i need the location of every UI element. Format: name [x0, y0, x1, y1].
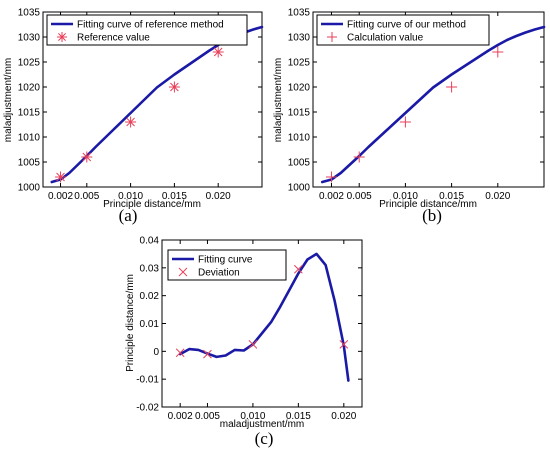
- x-tick-label: 0.005: [347, 191, 372, 202]
- x-tick-label: 0.005: [74, 191, 99, 202]
- legend-box: [46, 14, 248, 46]
- data-point-marker: [339, 340, 349, 349]
- data-point-marker: [492, 46, 504, 58]
- chart-panel-1: 0.002 0.005 0.010 0.015 0.020 1000 1005 1010 101…: [3, 8, 264, 225]
- fitting-curve-line: [178, 252, 350, 382]
- y-tick-label: 1030: [288, 33, 311, 44]
- x-tick-label: 0.002: [168, 411, 193, 422]
- legend: Fitting curve of our method Calculation v…: [316, 14, 490, 46]
- x-axis-label: Principle distance/mm: [379, 199, 477, 210]
- data-point-marker: [294, 264, 303, 274]
- panel-label: (c): [255, 429, 274, 448]
- y-tick-label: 1000: [288, 183, 311, 194]
- data-point-marker: [325, 171, 337, 183]
- data-point-marker: [203, 349, 212, 359]
- y-axis-label: Principle distance/mm: [125, 274, 136, 372]
- y-tick-label: 1000: [18, 183, 41, 194]
- y-tick-label: -0.01: [136, 375, 159, 386]
- y-tick-label: -0.02: [136, 403, 159, 414]
- data-point-marker: [353, 151, 365, 163]
- data-point-marker: [55, 171, 67, 183]
- y-tick-label: 1025: [288, 58, 311, 69]
- y-tick-label: 1020: [288, 83, 311, 94]
- legend-marker-swatch: [327, 32, 337, 42]
- chart-panel-2: 0.002 0.005 0.010 0.015 0.020 1000 1005 1010 101…: [273, 8, 546, 225]
- legend-box: [316, 14, 490, 46]
- y-axis-label: maladjustment/mm: [3, 58, 14, 142]
- legend-label: Fitting curve of reference method: [77, 20, 224, 31]
- y-tick-label: 1015: [18, 108, 41, 119]
- data-point-marker: [168, 81, 180, 93]
- x-tick-label: 0.020: [206, 191, 231, 202]
- legend-box: [167, 249, 287, 281]
- panel-label: (b): [422, 206, 442, 225]
- y-tick-label: 1030: [18, 33, 41, 44]
- data-point-marker: [81, 151, 93, 163]
- x-tick-label: 0.020: [485, 191, 510, 202]
- legend-label: Fitting curve: [198, 255, 253, 266]
- y-tick-label: 0.02: [140, 291, 160, 302]
- x-tick-label: 0.002: [48, 191, 73, 202]
- y-tick-label: 1005: [288, 158, 311, 169]
- y-tick-label: 0.04: [140, 236, 160, 247]
- data-point-marker: [175, 348, 185, 358]
- y-tick-label: 1015: [288, 108, 311, 119]
- y-tick-label: 1035: [288, 8, 311, 19]
- x-axis-label: Principle distance/mm: [103, 199, 201, 210]
- x-tick-label: 0.015: [439, 191, 464, 202]
- x-tick-label: 0.010: [118, 191, 143, 202]
- y-tick-label: 0.01: [140, 319, 160, 330]
- x-axis-label: maladjustment/mm: [220, 419, 304, 430]
- x-tick-label: 0.020: [331, 411, 356, 422]
- legend-marker-swatch: [57, 32, 67, 42]
- y-tick-label: 0.03: [140, 263, 160, 274]
- y-tick-label: 1020: [18, 83, 41, 94]
- data-point-marker: [248, 340, 258, 349]
- y-tick-label: 1035: [18, 8, 41, 19]
- chart-panel-3: 0.002 0.005 0.010 0.015 0.020 -0.02 -0.01 0 0.01…: [125, 236, 363, 448]
- x-tick-label: 0.015: [286, 411, 311, 422]
- y-tick-label: 1010: [18, 133, 41, 144]
- legend-label: Fitting curve of our method: [347, 20, 466, 31]
- data-point-marker: [446, 81, 458, 93]
- data-point-marker: [125, 116, 137, 128]
- panel-label: (a): [119, 206, 138, 225]
- x-tick-label: 0.010: [393, 191, 418, 202]
- x-tick-label: 0.015: [162, 191, 187, 202]
- y-tick-label: 1005: [18, 158, 41, 169]
- y-axis-label: maladjustment/mm: [273, 58, 284, 142]
- y-tick-label: 1010: [288, 133, 311, 144]
- legend: Fitting curve of reference method Referen…: [46, 14, 248, 46]
- x-tick-label: 0.010: [240, 411, 265, 422]
- y-tick-label: 0: [153, 347, 159, 358]
- x-tick-label: 0.005: [195, 411, 220, 422]
- legend-label: Deviation: [198, 268, 240, 279]
- data-point-marker: [399, 116, 411, 128]
- x-tick-label: 0.002: [319, 191, 344, 202]
- data-point-marker: [212, 46, 224, 58]
- y-tick-label: 1025: [18, 58, 41, 69]
- legend-label: Reference value: [77, 33, 150, 44]
- legend: Fitting curve Deviation: [167, 249, 287, 281]
- legend-label: Calculation value: [347, 33, 424, 44]
- legend-marker-swatch: [178, 267, 188, 277]
